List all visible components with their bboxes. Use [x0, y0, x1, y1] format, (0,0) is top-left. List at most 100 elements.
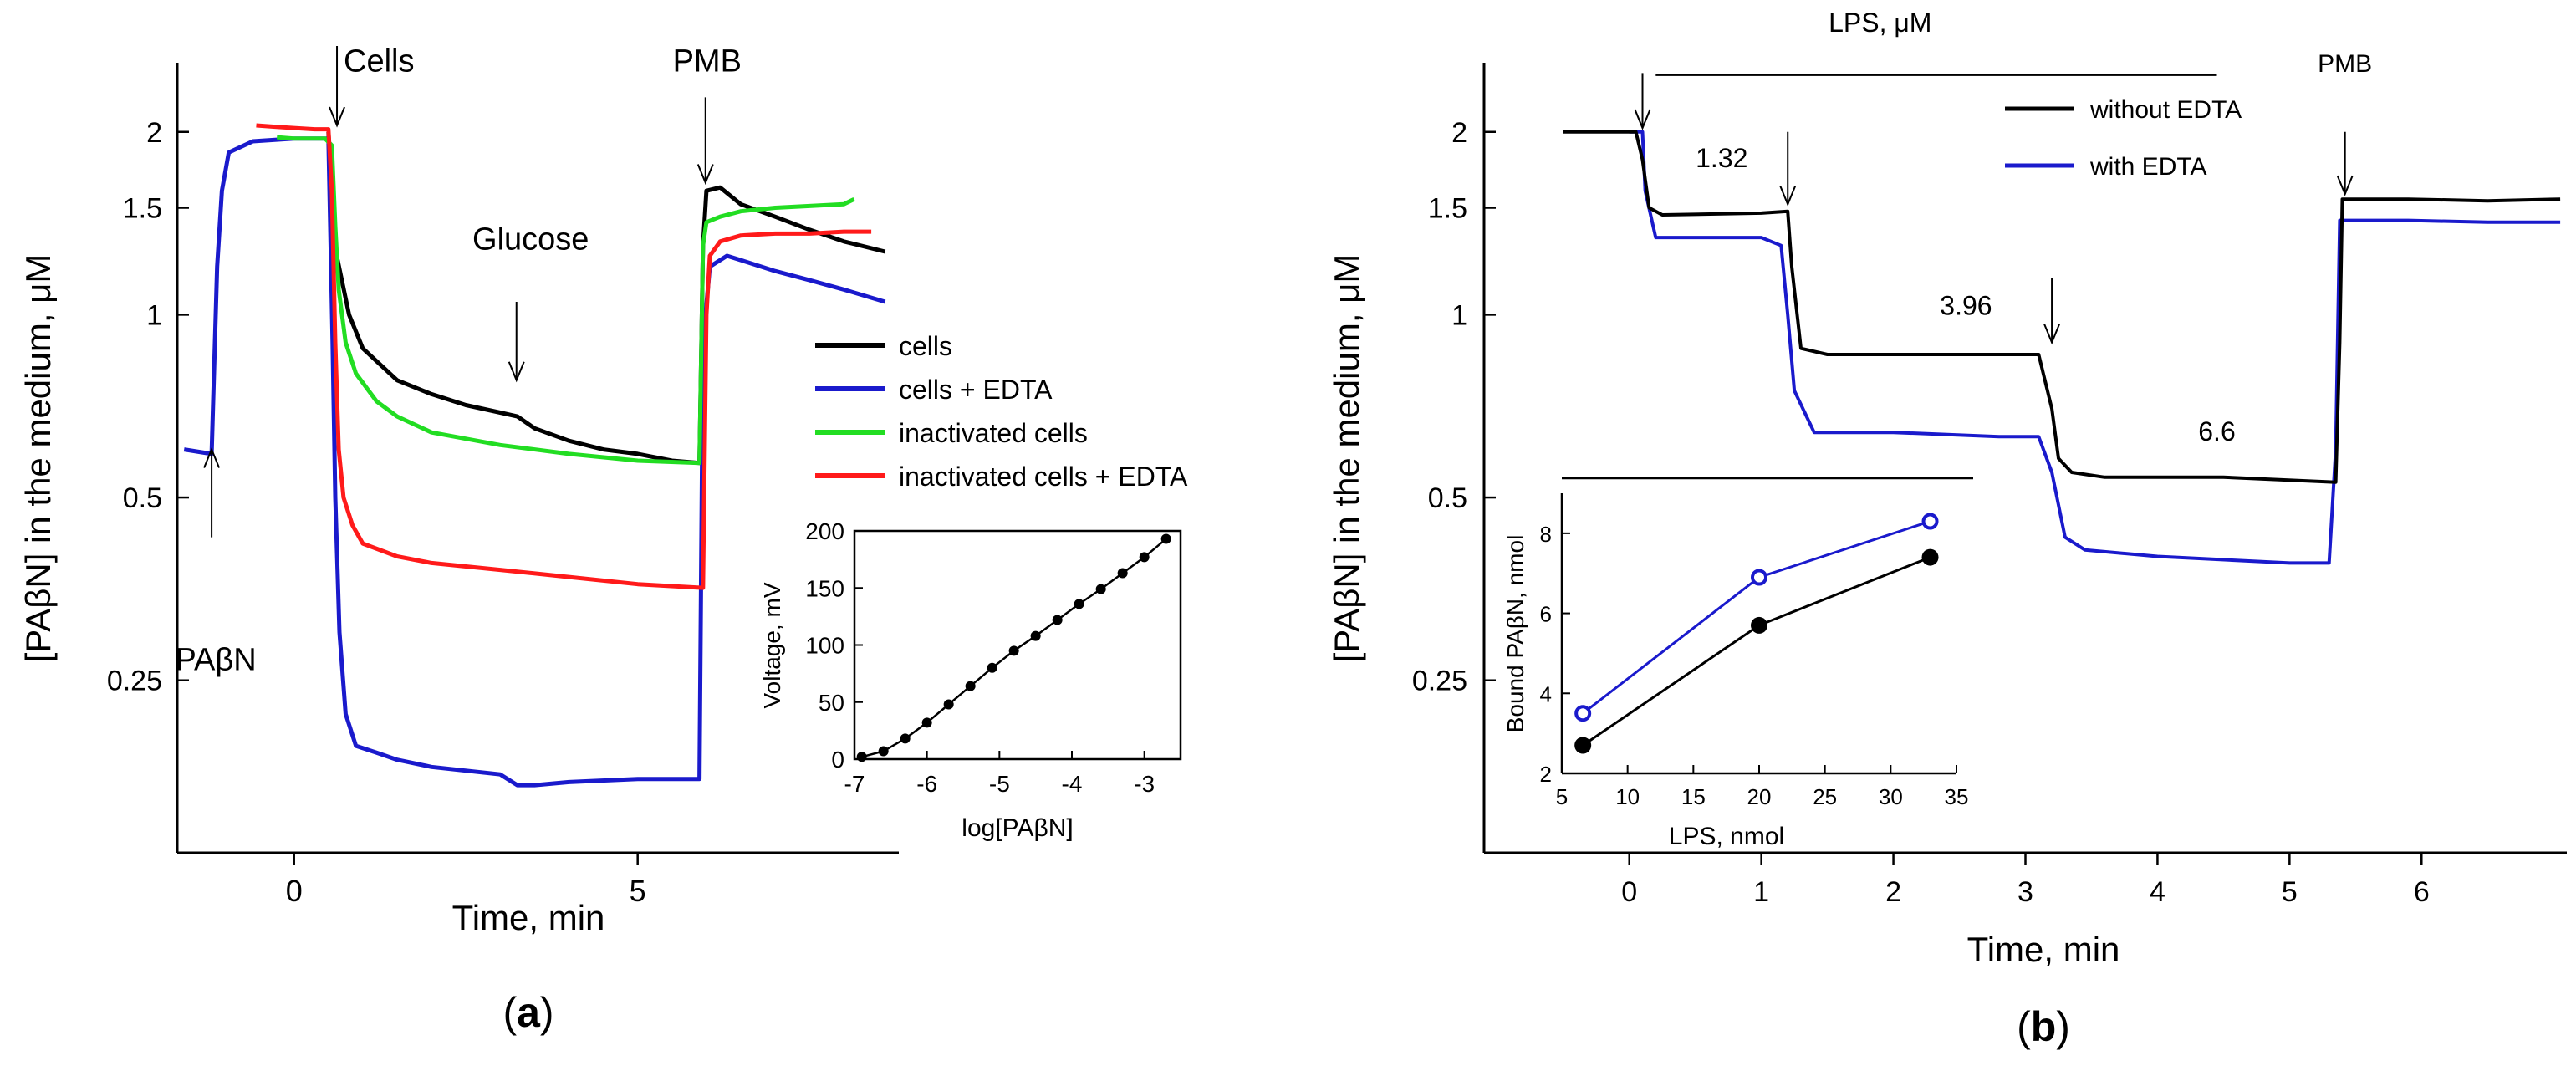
step-arrow-head	[2336, 175, 2354, 196]
panel-a-inset: 0 50 100 150 200 -7 -6 -5 -4 -3 Voltage, mV log[P…	[759, 518, 1182, 842]
inset-b-point-open	[1574, 705, 1592, 722]
panel-a-y-tick-label: 0.5	[123, 482, 162, 514]
inset-b-x-tick-label: 35	[1945, 784, 1969, 809]
legend-label-cells-edta: cells + EDTA	[899, 375, 1053, 405]
panel-b-inset-series	[1574, 513, 1939, 754]
inset-a-x-tick-label: -6	[916, 771, 937, 797]
panel-a-y-axis-label: [PAβN] in the medium, μM	[18, 254, 58, 663]
inset-a-point	[878, 746, 889, 757]
glucose-arrow-head	[508, 361, 525, 383]
panel-b: 2 1.5 1 0.5 0.25 0 1 2 3 4 5 6 LPS, μM 1.32 3.96 6.6 P…	[1327, 8, 2567, 1050]
panel-a-legend: cells cells + EDTA inactivated cells inacti…	[815, 331, 1188, 492]
step-arrow-head	[2043, 324, 2061, 345]
panel-a-y-tick-label: 0.25	[107, 666, 162, 697]
panel-a-inset-x-label: log[PAβN]	[962, 814, 1073, 842]
inset-b-point-filled	[1751, 616, 1767, 634]
panel-a-x-axis-label: Time, min	[452, 898, 605, 937]
annotation-pmb: PMB	[673, 44, 742, 79]
panel-a-y-tick-label: 1	[146, 299, 162, 331]
panel-a-y-ticks: 2 1.5 1 0.5 0.25	[107, 117, 189, 697]
panel-a-inset-frame	[853, 529, 1182, 761]
inset-a-point	[900, 733, 911, 744]
panel-b-annotations: LPS, μM 1.32 3.96 6.6 PMB	[1634, 8, 2372, 446]
panel-b-inset: 2 4 6 8 5 10 15 20 25 30 35 Bound PAβN, nmol LPS, …	[1502, 477, 1973, 850]
inset-a-x-tick-label: -5	[989, 771, 1010, 797]
legend-label-cells: cells	[899, 331, 952, 361]
panel-b-y-tick-label: 1.5	[1428, 193, 1467, 225]
pmb-arrow-head	[696, 164, 714, 186]
panel-a-x-tick-label: 0	[286, 874, 303, 908]
panel-a-inset-series	[856, 533, 1171, 762]
inset-a-x-tick-label: -4	[1062, 771, 1083, 797]
inset-a-y-tick-label: 50	[819, 690, 844, 716]
panel-b-x-tick-label: 4	[2150, 876, 2165, 908]
inset-a-point	[1095, 584, 1106, 594]
panel-a-inset-ticks: 0 50 100 150 200 -7 -6 -5 -4 -3	[805, 518, 1155, 797]
panel-b-inset-y-label: Bound PAβN, nmol	[1502, 535, 1528, 733]
inset-a-point	[1160, 533, 1171, 544]
legend-label-without-edta: without EDTA	[2089, 96, 2242, 124]
inset-a-point	[856, 752, 867, 762]
inset-a-y-tick-label: 200	[805, 518, 844, 544]
annotation-pmb: PMB	[2318, 50, 2372, 78]
panel-b-y-tick-label: 0.5	[1428, 482, 1467, 514]
panel-b-series-lines	[1563, 130, 2561, 565]
step-arrow-head	[1779, 185, 1797, 207]
panel-b-y-tick-label: 2	[1451, 117, 1467, 149]
inset-b-point-filled	[1921, 548, 1939, 566]
step-arrow-head	[1634, 109, 1651, 130]
inset-a-point	[987, 662, 997, 673]
inset-a-x-tick-label: -3	[1134, 771, 1155, 797]
annotation-cells: Cells	[344, 44, 414, 79]
inset-a-y-tick-label: 100	[805, 633, 844, 659]
series-line-inactivated-cells	[277, 135, 855, 466]
panel-b-x-tick-label: 2	[1885, 876, 1901, 908]
panel-a-y-tick-label: 2	[146, 117, 162, 149]
panel-a-y-tick-label: 1.5	[123, 193, 162, 225]
panel-a-inset-y-label: Voltage, mV	[759, 582, 785, 708]
inset-a-point	[1074, 599, 1084, 609]
inset-b-x-tick-label: 30	[1879, 784, 1903, 809]
panel-b-inset-x-label: LPS, nmol	[1669, 823, 1784, 850]
inset-a-y-tick-label: 0	[831, 747, 844, 773]
panel-b-x-axis-label: Time, min	[1967, 930, 2120, 969]
panel-b-x-tick-label: 0	[1621, 876, 1637, 908]
inset-b-x-tick-label: 20	[1747, 784, 1772, 809]
inset-a-x-tick-label: -7	[844, 771, 865, 797]
cells-arrow-head	[329, 106, 345, 128]
legend-label-inactivated-cells: inactivated cells	[899, 418, 1088, 448]
inset-b-line-with-edta	[1582, 520, 1931, 715]
panel-b-y-ticks: 2 1.5 1 0.5 0.25	[1412, 117, 1496, 697]
inset-a-point	[1008, 645, 1019, 656]
inset-a-point	[1030, 630, 1041, 641]
inset-b-point-open	[1751, 569, 1767, 586]
pabn-arrow-head	[203, 446, 221, 468]
inset-a-point	[943, 699, 954, 710]
inset-b-x-tick-label: 5	[1556, 784, 1568, 809]
panel-b-y-tick-label: 0.25	[1412, 666, 1467, 697]
panel-b-y-tick-label: 1	[1451, 299, 1467, 331]
legend-label-inactivated-cells-edta: inactivated cells + EDTA	[899, 462, 1188, 492]
inset-b-y-tick-label: 8	[1540, 522, 1552, 547]
annotation-lps-m: LPS, μM	[1829, 8, 1931, 38]
inset-a-point	[965, 681, 976, 691]
annotation-glucose: Glucose	[472, 222, 589, 258]
series-line-inactivated-cells-edta	[256, 123, 872, 590]
panel-b-x-tick-label: 3	[2017, 876, 2033, 908]
panel-a-label: (a)	[502, 989, 553, 1036]
inset-b-y-tick-label: 2	[1540, 762, 1552, 787]
annotation-pa-n: PAβN	[176, 642, 257, 677]
inset-a-point	[921, 717, 932, 728]
inset-b-x-tick-label: 15	[1681, 784, 1706, 809]
inset-b-y-tick-label: 4	[1540, 681, 1552, 706]
panel-a-annotations: PAβN Cells Glucose PMB	[176, 44, 742, 678]
legend-label-with-edta: with EDTA	[2089, 153, 2206, 181]
panel-b-legend: without EDTA with EDTA	[2005, 96, 2242, 181]
inset-a-point	[1139, 552, 1150, 563]
inset-b-x-tick-label: 10	[1615, 784, 1640, 809]
panel-b-x-tick-label: 1	[1753, 876, 1769, 908]
panel-b-y-axis-label: [PAβN] in the medium, μM	[1327, 254, 1366, 663]
